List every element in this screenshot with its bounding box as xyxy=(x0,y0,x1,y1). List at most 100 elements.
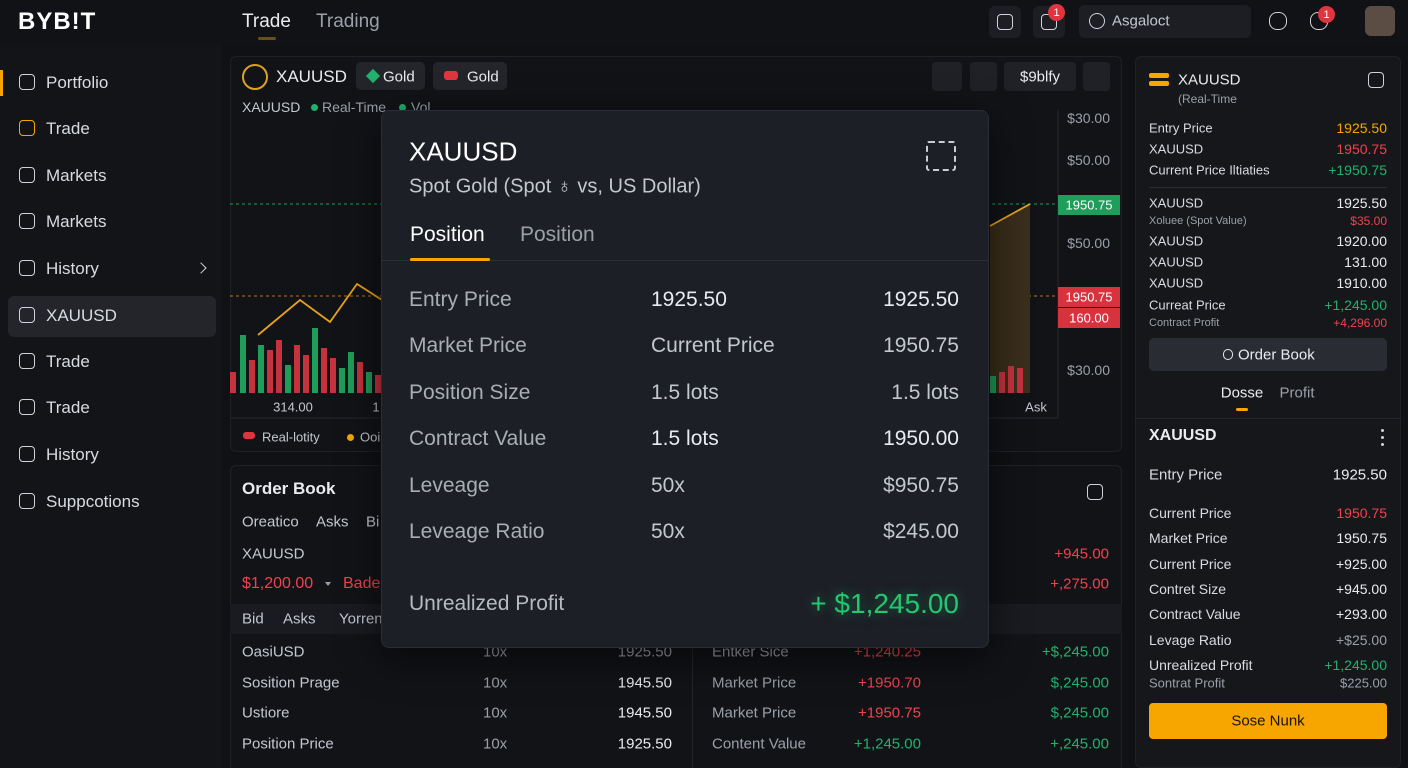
row-label: Xoluee (Spot Value) xyxy=(1149,215,1247,227)
dropdown[interactable] xyxy=(1004,62,1076,91)
icon xyxy=(19,399,35,415)
sidebar-item[interactable]: Markets xyxy=(46,212,107,231)
icon-button[interactable] xyxy=(970,62,997,91)
button-label: Order Book xyxy=(1238,346,1315,364)
modal-row-value: 1925.50 xyxy=(883,288,959,311)
profit-label: Unrealized Profit xyxy=(409,592,565,615)
tab[interactable]: Dosse xyxy=(1220,384,1264,402)
tab-indicator xyxy=(410,258,490,261)
row-label: Sosition Prage xyxy=(242,674,340,692)
row-value: 10x xyxy=(483,735,508,753)
modal-tab[interactable]: Position xyxy=(520,223,595,246)
row-value: +1950.70 xyxy=(858,674,921,692)
modal-tab[interactable]: Position xyxy=(410,223,485,246)
divider xyxy=(1135,418,1401,419)
tag-label: Gold xyxy=(467,68,499,86)
row-label: Contract Value xyxy=(1149,606,1241,622)
modal-row-label: Leveage Ratio xyxy=(409,520,545,543)
row-value: 1925.50 xyxy=(1336,195,1387,211)
search-box[interactable] xyxy=(1079,5,1251,38)
icon xyxy=(19,260,35,276)
symbol: XAUUSD xyxy=(276,67,347,86)
badge xyxy=(1048,4,1065,21)
row-label: Market Price xyxy=(712,674,797,692)
sidebar-item[interactable]: Trade xyxy=(46,119,90,138)
bell-icon[interactable] xyxy=(1269,12,1287,30)
modal-row-value: 1.5 lots xyxy=(891,381,959,404)
row-label: Market Price xyxy=(712,704,797,722)
sidebar-item[interactable]: Markets xyxy=(46,166,107,185)
tab[interactable]: Bi xyxy=(366,513,380,531)
logo-icon xyxy=(1149,73,1169,78)
row-value: +1950.75 xyxy=(1328,162,1387,178)
row-value: 1945.50 xyxy=(617,704,672,722)
row-label: Entry Price xyxy=(1149,120,1213,136)
icon xyxy=(19,307,35,323)
row-label: XAUUSD xyxy=(1149,195,1204,211)
x-axis-label: 314.00 xyxy=(273,399,313,415)
price-badge-label: 1950.75 xyxy=(1065,289,1113,305)
expand-icon[interactable] xyxy=(926,141,956,171)
icon-button[interactable] xyxy=(989,6,1021,38)
nav-tab[interactable]: Trade xyxy=(242,11,291,32)
icon-button[interactable] xyxy=(932,62,962,91)
row-value: +1950.75 xyxy=(858,704,921,722)
modal-row-value: $245.00 xyxy=(883,520,959,543)
tab[interactable]: Profit xyxy=(1279,384,1315,402)
column-header: Asks xyxy=(283,610,316,628)
modal-row-value: 50x xyxy=(651,520,685,543)
row-value: +$,245.00 xyxy=(1041,643,1109,661)
trend-line xyxy=(989,203,1031,227)
badge xyxy=(1318,6,1335,23)
row-label: Position Price xyxy=(242,735,334,753)
sidebar-item[interactable]: Portfolio xyxy=(46,73,109,92)
logo: BYB!T xyxy=(18,8,97,35)
tab[interactable]: Asks xyxy=(316,513,349,531)
row-label: Current Price Iltiaties xyxy=(1149,162,1270,178)
sidebar-item[interactable]: History xyxy=(46,445,99,464)
subtitle: XAUUSD xyxy=(242,99,301,115)
row-label: Contret Size xyxy=(1149,581,1227,597)
avatar[interactable] xyxy=(1365,6,1395,36)
row-value: $,245.00 xyxy=(1050,704,1109,722)
sidebar-item[interactable]: Trade xyxy=(46,398,90,417)
x-axis-label: Ask xyxy=(1025,399,1047,415)
menu-dot xyxy=(1381,443,1384,446)
legend-label: Real-lotity xyxy=(262,429,320,445)
action-button[interactable] xyxy=(1149,703,1387,739)
tab[interactable]: Oreatico xyxy=(242,513,299,531)
button[interactable] xyxy=(1149,338,1387,371)
divider xyxy=(381,260,989,261)
search-text: Asgaloct xyxy=(1112,12,1170,30)
column-header: Yorren xyxy=(339,610,383,628)
modal-row-value: 1925.50 xyxy=(651,288,727,311)
button-icon xyxy=(1223,349,1233,360)
tab-indicator xyxy=(1236,408,1248,411)
icon xyxy=(19,353,35,369)
row-value: 131.00 xyxy=(1344,254,1387,270)
status-dot xyxy=(399,104,406,111)
row-value: 1950.75 xyxy=(1336,141,1387,157)
icon xyxy=(1087,484,1103,500)
row-value: 10x xyxy=(483,674,508,692)
row-label: XAUUSD xyxy=(1149,275,1204,291)
row-value: 1925.50 xyxy=(1332,466,1387,484)
modal-row-label: Market Price xyxy=(409,334,527,357)
row-label: XAUUSD xyxy=(1149,233,1204,249)
sidebar xyxy=(0,44,222,768)
sidebar-item[interactable]: XAUUSD xyxy=(46,306,117,325)
row-value: 10x xyxy=(483,704,508,722)
active-indicator xyxy=(0,70,3,96)
row-value: $,245.00 xyxy=(1050,674,1109,692)
nav-tab[interactable]: Trading xyxy=(316,11,380,32)
icon-button[interactable] xyxy=(1083,62,1110,91)
sidebar-item[interactable]: Suppcotions xyxy=(46,492,140,511)
sidebar-item[interactable]: Trade xyxy=(46,352,90,371)
row-value: 1910.00 xyxy=(1336,275,1387,291)
row-label: XAUUSD xyxy=(1149,254,1204,270)
sidebar-item[interactable]: History xyxy=(46,259,99,278)
row-label: Unrealized Profit xyxy=(1149,657,1253,673)
icon xyxy=(19,493,35,509)
